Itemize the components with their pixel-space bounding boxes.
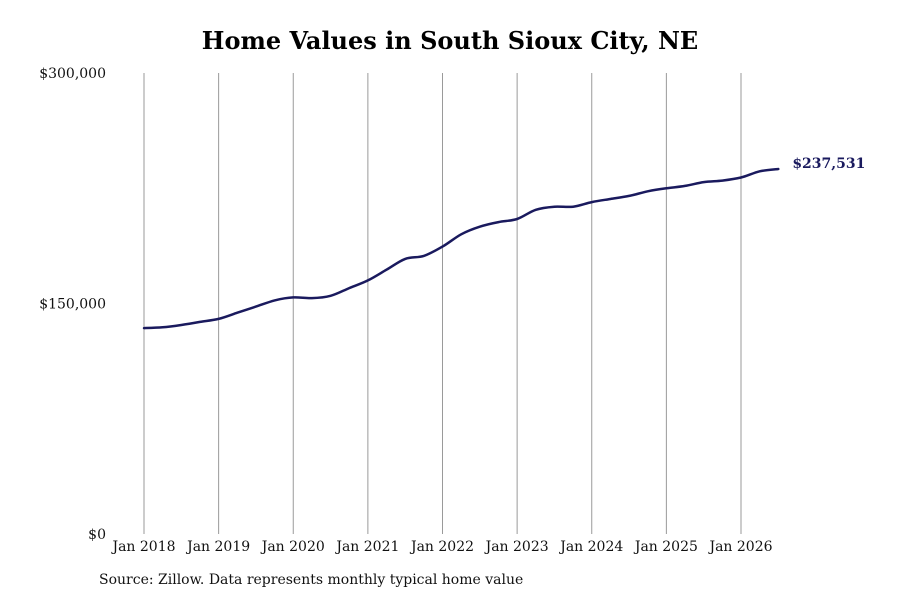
x-tick-label: Jan 2018	[110, 539, 175, 555]
home-value-line	[142, 167, 780, 330]
x-tick-label: Jan 2024	[558, 539, 623, 555]
latest-value-label: $237,531	[792, 156, 865, 172]
x-tick-label: Jan 2022	[409, 539, 474, 555]
x-tick-label: Jan 2023	[484, 539, 549, 555]
x-tick-label: Jan 2026	[707, 539, 772, 555]
x-axis-ticks: Jan 2018 Jan 2019 Jan 2020 Jan 2021 Jan 2022…	[110, 539, 772, 555]
chart-source-note: Source: Zillow. Data represents monthly …	[99, 572, 524, 588]
x-tick-label: Jan 2025	[633, 539, 698, 555]
x-tick-label: Jan 2021	[334, 539, 399, 555]
x-tick-label: Jan 2020	[260, 539, 325, 555]
y-tick-label: $0	[88, 527, 106, 543]
y-axis-ticks: $0 $150,000 $300,000	[39, 66, 106, 543]
chart-title: Home Values in South Sioux City, NE	[201, 26, 699, 55]
x-tick-label: Jan 2019	[185, 539, 250, 555]
y-tick-label: $150,000	[39, 297, 106, 313]
y-tick-label: $300,000	[39, 66, 106, 82]
gridlines	[143, 73, 742, 534]
